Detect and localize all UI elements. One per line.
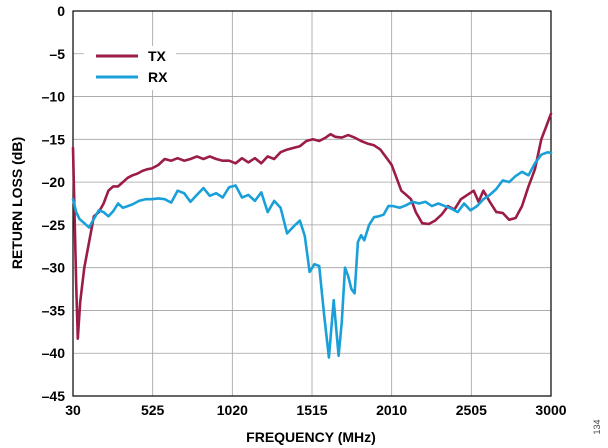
y-tick-label: –10	[42, 89, 66, 105]
y-tick-label: –15	[42, 131, 66, 147]
figure-id: 134	[592, 419, 602, 434]
y-tick-label: 0	[57, 3, 65, 19]
y-tick-label: –35	[42, 302, 66, 318]
x-tick-label: 1515	[296, 402, 327, 418]
y-axis-title: RETURN LOSS (dB)	[9, 137, 25, 269]
series-layer	[71, 112, 553, 359]
x-tick-label: 30	[65, 402, 81, 418]
legend-label-tx: TX	[148, 48, 167, 64]
y-tick-label: –45	[42, 388, 66, 404]
series-line-rx	[71, 150, 553, 359]
legend: TX RX	[84, 46, 176, 90]
y-tick-label: –20	[42, 174, 66, 190]
y-tick-label: –5	[49, 46, 65, 62]
x-tick-label: 2010	[376, 402, 407, 418]
y-tick-label: –25	[42, 217, 66, 233]
y-tick-label: –40	[42, 345, 66, 361]
legend-label-rx: RX	[148, 69, 168, 85]
legend-background	[84, 46, 176, 90]
x-tick-label: 3000	[535, 402, 566, 418]
x-axis-title: FREQUENCY (MHz)	[246, 429, 376, 445]
y-tick-labels: 0 –5 –10 –15 –20 –25 –30 –35 –40 –45	[42, 3, 66, 404]
x-tick-label: 2505	[456, 402, 487, 418]
x-tick-label: 1020	[217, 402, 248, 418]
x-tick-labels: 30 525 1020 1515 2010 2505 3000	[65, 402, 567, 418]
y-tick-label: –30	[42, 260, 66, 276]
series-line-tx	[71, 112, 553, 341]
x-tick-label: 525	[141, 402, 165, 418]
